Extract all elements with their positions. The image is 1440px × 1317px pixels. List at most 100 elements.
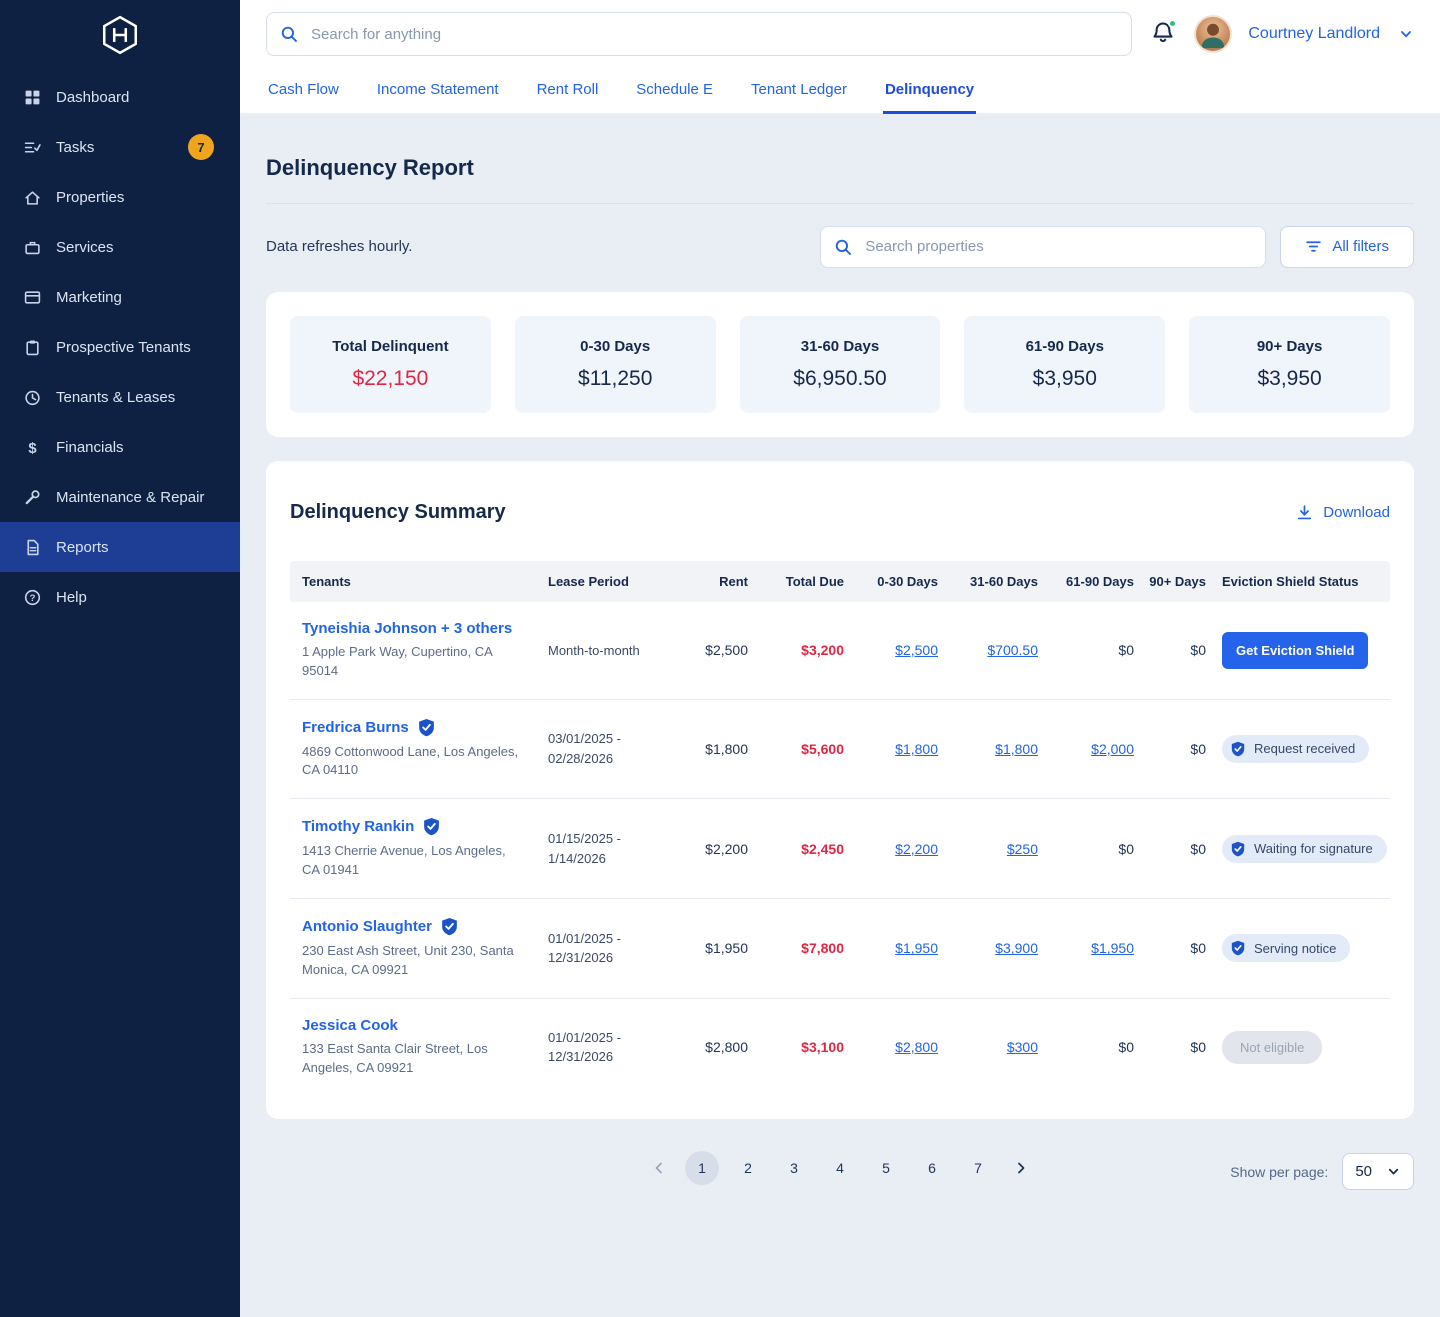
- amount-31-60-link[interactable]: $3,900: [995, 940, 1038, 957]
- eviction-shield-status-pill: Request received: [1222, 734, 1370, 763]
- amount-90-plus: $0: [1190, 642, 1206, 659]
- pagination: 1 2 3 4 5 6 7 Show per page: 50: [266, 1151, 1414, 1195]
- chevron-right-icon: [1013, 1160, 1029, 1176]
- amount-31-60-link[interactable]: $700.50: [987, 642, 1038, 659]
- summary-label: 90+ Days: [1256, 337, 1323, 355]
- amount-90-plus: $0: [1190, 740, 1206, 757]
- page-button-4[interactable]: 4: [836, 1160, 844, 1177]
- page-button-6[interactable]: 6: [928, 1160, 936, 1177]
- sidebar-item-label: Reports: [56, 538, 109, 556]
- report-tabs: Cash Flow Income Statement Rent Roll Sch…: [240, 68, 1440, 114]
- status-label: Serving notice: [1254, 940, 1337, 956]
- sidebar-item-tasks[interactable]: Tasks 7: [0, 122, 240, 172]
- search-icon: [834, 238, 852, 256]
- lease-period: 01/01/2025 - 12/31/2026: [548, 930, 622, 966]
- col-eviction-shield-status: Eviction Shield Status: [1222, 573, 1359, 589]
- dashboard-grid-icon: [24, 89, 41, 106]
- col-90-plus-days: 90+ Days: [1149, 573, 1206, 589]
- chevron-down-icon[interactable]: [1398, 26, 1414, 42]
- sidebar-item-help[interactable]: Help: [0, 572, 240, 622]
- shield-check-icon: [422, 817, 441, 836]
- sidebar-item-maintenance-repair[interactable]: Maintenance & Repair: [0, 472, 240, 522]
- sidebar-item-label: Tenants & Leases: [56, 388, 176, 406]
- download-button[interactable]: Download: [1296, 504, 1390, 521]
- tasks-count-badge: 7: [188, 134, 214, 160]
- page-button-3[interactable]: 3: [790, 1160, 798, 1177]
- sidebar-item-dashboard[interactable]: Dashboard: [0, 72, 240, 122]
- tenant-link[interactable]: Fredrica Burns: [302, 718, 409, 736]
- user-menu[interactable]: Courtney Landlord: [1248, 25, 1380, 42]
- app-logo[interactable]: [0, 0, 240, 72]
- top-bar: Courtney Landlord: [240, 0, 1440, 68]
- page-button-1[interactable]: 1: [685, 1151, 719, 1186]
- sidebar-item-label: Prospective Tenants: [56, 338, 191, 356]
- tab-cash-flow[interactable]: Cash Flow: [268, 81, 339, 98]
- col-tenants: Tenants: [302, 573, 351, 589]
- sidebar-item-properties[interactable]: Properties: [0, 172, 240, 222]
- sidebar-item-services[interactable]: Services: [0, 222, 240, 272]
- summary-value: $11,250: [578, 366, 653, 390]
- tenant-address: 230 East Ash Street, Unit 230, Santa Mon…: [302, 942, 514, 977]
- tenant-link[interactable]: Antonio Slaughter: [302, 917, 432, 935]
- tab-tenant-ledger[interactable]: Tenant Ledger: [751, 81, 847, 98]
- summary-card-90-plus: 90+ Days $3,950: [1189, 315, 1390, 413]
- property-search-input[interactable]: [820, 225, 1267, 268]
- amount-61-90: $0: [1118, 1039, 1134, 1056]
- col-31-60-days: 31-60 Days: [970, 573, 1038, 589]
- per-page-select[interactable]: 50: [1342, 1153, 1414, 1191]
- amount-61-90-link[interactable]: $1,950: [1091, 940, 1134, 957]
- amount-0-30-link[interactable]: $2,200: [895, 840, 938, 857]
- shield-check-icon: [1230, 940, 1246, 956]
- amount-0-30-link[interactable]: $2,500: [895, 642, 938, 659]
- sidebar-item-tenants-leases[interactable]: Tenants & Leases: [0, 372, 240, 422]
- page-button-7[interactable]: 7: [974, 1160, 982, 1177]
- page-button-2[interactable]: 2: [744, 1160, 752, 1177]
- sidebar-item-prospective-tenants[interactable]: Prospective Tenants: [0, 322, 240, 372]
- table-row: Fredrica Burns 4869 Cottonwood Lane, Los…: [290, 700, 1390, 800]
- table-row: Tyneishia Johnson + 3 others 1 Apple Par…: [290, 602, 1390, 700]
- amount-31-60-link[interactable]: $250: [1006, 840, 1038, 857]
- amount-0-30-link[interactable]: $1,950: [895, 940, 938, 957]
- summary-label: 0-30 Days: [580, 337, 651, 355]
- sidebar-item-label: Tasks: [56, 138, 95, 156]
- sidebar-item-reports[interactable]: Reports: [0, 522, 240, 572]
- all-filters-button[interactable]: All filters: [1280, 225, 1414, 268]
- tenant-link[interactable]: Jessica Cook: [302, 1016, 398, 1034]
- sidebar-item-financials[interactable]: Financials: [0, 422, 240, 472]
- tab-income-statement[interactable]: Income Statement: [376, 81, 499, 98]
- global-search-input[interactable]: [266, 12, 1133, 56]
- avatar[interactable]: [1194, 15, 1233, 53]
- tab-schedule-e[interactable]: Schedule E: [636, 81, 714, 98]
- chevron-left-icon: [651, 1160, 667, 1176]
- tab-delinquency[interactable]: Delinquency: [882, 68, 977, 114]
- amount-0-30-link[interactable]: $1,800: [895, 740, 938, 757]
- next-page-button[interactable]: [1007, 1154, 1035, 1182]
- col-0-30-days: 0-30 Days: [877, 573, 938, 589]
- notifications-button[interactable]: [1148, 17, 1178, 52]
- sidebar: Dashboard Tasks 7 Properties Services Ma…: [0, 0, 240, 1317]
- amount-61-90: $0: [1118, 642, 1134, 659]
- total-due-amount: $3,200: [801, 642, 844, 659]
- tab-rent-roll[interactable]: Rent Roll: [536, 81, 599, 98]
- home-icon: [24, 189, 41, 206]
- amount-0-30-link[interactable]: $2,800: [895, 1039, 938, 1056]
- dollar-icon: [24, 439, 41, 456]
- rent-amount: $1,800: [705, 740, 748, 757]
- eviction-shield-status-pill: Waiting for signature: [1222, 834, 1387, 863]
- col-61-90-days: 61-90 Days: [1066, 573, 1134, 589]
- amount-90-plus: $0: [1190, 940, 1206, 957]
- amount-61-90-link[interactable]: $2,000: [1091, 740, 1134, 757]
- tenant-link[interactable]: Tyneishia Johnson + 3 others: [302, 619, 513, 637]
- amount-31-60-link[interactable]: $1,800: [995, 740, 1038, 757]
- table-row: Antonio Slaughter 230 East Ash Street, U…: [290, 899, 1390, 999]
- global-search: [266, 12, 1133, 56]
- amount-90-plus: $0: [1190, 1039, 1206, 1056]
- amount-31-60-link[interactable]: $300: [1006, 1039, 1038, 1056]
- previous-page-button[interactable]: [645, 1154, 673, 1182]
- lease-period: 03/01/2025 - 02/28/2026: [548, 731, 622, 766]
- tenant-link[interactable]: Timothy Rankin: [302, 818, 415, 836]
- page-button-5[interactable]: 5: [882, 1160, 890, 1177]
- sidebar-item-marketing[interactable]: Marketing: [0, 272, 240, 322]
- sidebar-item-label: Marketing: [56, 288, 122, 306]
- get-eviction-shield-button[interactable]: Get Eviction Shield: [1222, 631, 1369, 669]
